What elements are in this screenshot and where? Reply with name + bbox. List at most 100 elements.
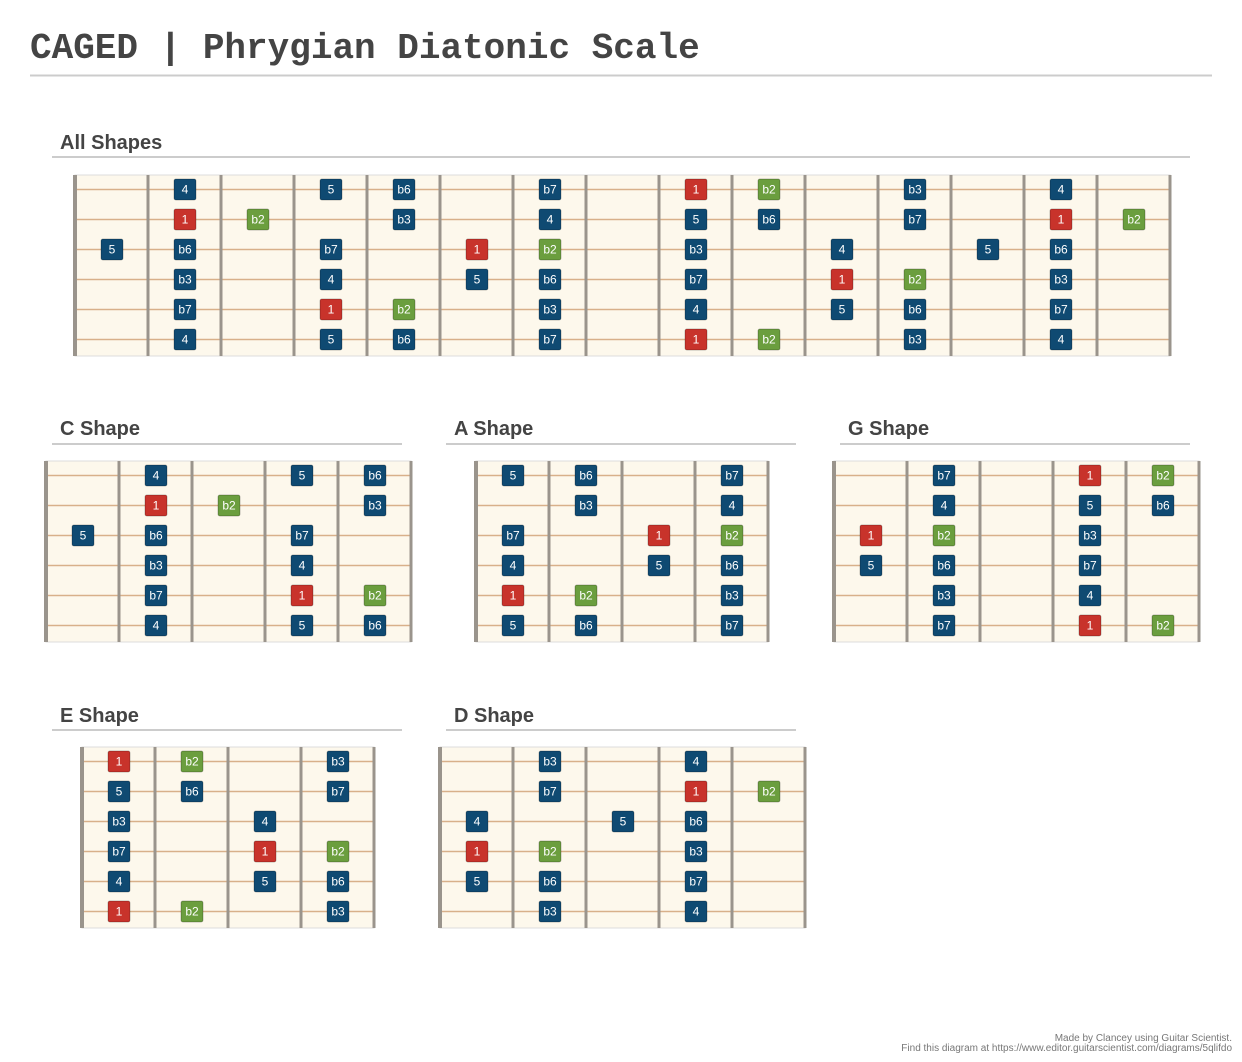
note-label: b3 xyxy=(331,755,345,769)
note-label: b7 xyxy=(937,619,951,633)
note-label: b6 xyxy=(178,243,192,257)
note-marker xyxy=(757,780,781,803)
note-marker xyxy=(290,464,314,487)
note-label: b7 xyxy=(178,303,192,317)
note-marker xyxy=(173,178,197,201)
note: b3 xyxy=(574,494,598,517)
note-marker xyxy=(1049,328,1073,351)
note-label: b7 xyxy=(112,845,126,859)
note-marker xyxy=(574,614,598,637)
note-label: 1 xyxy=(693,785,700,799)
note-marker xyxy=(107,750,131,773)
note: b7 xyxy=(1078,554,1102,577)
note-label: b6 xyxy=(331,875,345,889)
note: b7 xyxy=(144,584,168,607)
note-marker xyxy=(720,464,744,487)
note-label: b3 xyxy=(725,589,739,603)
note-label: 4 xyxy=(1058,183,1065,197)
note-marker xyxy=(392,298,416,321)
section-heading: D Shape xyxy=(454,705,534,727)
note-marker xyxy=(859,554,883,577)
note-marker xyxy=(757,178,781,201)
note: 5 xyxy=(71,524,95,547)
note: b2 xyxy=(180,750,204,773)
note-label: 1 xyxy=(328,303,335,317)
note-label: b7 xyxy=(543,785,557,799)
note: b6 xyxy=(903,298,927,321)
note: 1 xyxy=(465,840,489,863)
note-marker xyxy=(173,328,197,351)
note-marker xyxy=(932,614,956,637)
note-label: b7 xyxy=(1054,303,1068,317)
note-marker xyxy=(253,870,277,893)
note-marker xyxy=(538,268,562,291)
note: 1 xyxy=(253,840,277,863)
note: 5 xyxy=(830,298,854,321)
note-label: b3 xyxy=(543,303,557,317)
note-label: b7 xyxy=(324,243,338,257)
note: b6 xyxy=(574,614,598,637)
note-label: b6 xyxy=(368,469,382,483)
note-label: b6 xyxy=(149,529,163,543)
note-label: b2 xyxy=(1156,619,1170,633)
note-label: b2 xyxy=(543,845,557,859)
note: 1 xyxy=(647,524,671,547)
note: b7 xyxy=(1049,298,1073,321)
note: 4 xyxy=(684,298,708,321)
note-label: 4 xyxy=(328,273,335,287)
note-label: 1 xyxy=(656,529,663,543)
note-label: b6 xyxy=(689,815,703,829)
note-marker xyxy=(326,900,350,923)
note-label: 4 xyxy=(299,559,306,573)
note: 4 xyxy=(538,208,562,231)
note-marker xyxy=(830,268,854,291)
note-label: b7 xyxy=(295,529,309,543)
note: b2 xyxy=(217,494,241,517)
note-marker xyxy=(1078,614,1102,637)
note: b3 xyxy=(932,584,956,607)
note-marker xyxy=(757,328,781,351)
note-marker xyxy=(574,494,598,517)
note: b3 xyxy=(903,178,927,201)
note-marker xyxy=(107,900,131,923)
note-label: 4 xyxy=(116,875,123,889)
note: b6 xyxy=(363,464,387,487)
note: 1 xyxy=(684,178,708,201)
note-label: 4 xyxy=(1087,589,1094,603)
note-marker xyxy=(180,750,204,773)
note-marker xyxy=(107,870,131,893)
note-label: b3 xyxy=(689,845,703,859)
note-marker xyxy=(684,870,708,893)
note: 4 xyxy=(932,494,956,517)
note-label: b2 xyxy=(1127,213,1141,227)
note: b6 xyxy=(1049,238,1073,261)
note-label: 5 xyxy=(510,619,517,633)
note-label: 5 xyxy=(510,469,517,483)
note-label: 5 xyxy=(474,273,481,287)
note-marker xyxy=(538,870,562,893)
note-marker xyxy=(173,298,197,321)
note: b7 xyxy=(932,614,956,637)
note: b3 xyxy=(538,900,562,923)
note-label: 1 xyxy=(1087,619,1094,633)
note: 4 xyxy=(144,464,168,487)
fretboard xyxy=(45,460,412,643)
note-marker xyxy=(684,750,708,773)
note-marker xyxy=(326,840,350,863)
note-label: b3 xyxy=(689,243,703,257)
note-label: b3 xyxy=(149,559,163,573)
note-marker xyxy=(611,810,635,833)
note: b2 xyxy=(932,524,956,547)
note: b2 xyxy=(538,238,562,261)
note-label: b3 xyxy=(579,499,593,513)
note: b7 xyxy=(326,780,350,803)
note-marker xyxy=(932,524,956,547)
note-label: 4 xyxy=(182,333,189,347)
note: b2 xyxy=(538,840,562,863)
note: 4 xyxy=(1049,328,1073,351)
note-label: 1 xyxy=(1058,213,1065,227)
note: b6 xyxy=(363,614,387,637)
note-label: b2 xyxy=(222,499,236,513)
note: b6 xyxy=(720,554,744,577)
